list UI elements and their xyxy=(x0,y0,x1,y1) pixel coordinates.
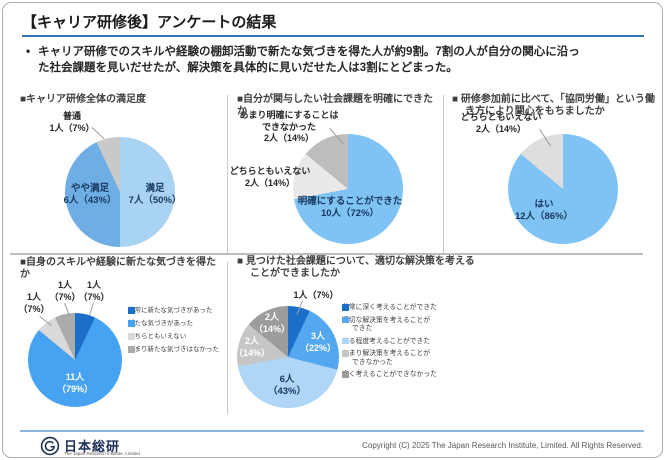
pie-label-dochira: どちらともいえない 2人（14%） xyxy=(460,112,542,134)
swatch-icon xyxy=(128,346,135,353)
pie-social-issue-clarity xyxy=(293,134,403,244)
divider-horizontal xyxy=(10,253,643,255)
pie-satisfaction xyxy=(65,137,175,247)
legend-item: 非常に深く考えることができた xyxy=(342,304,437,311)
legend-item: 非常に新たな気づきがあった xyxy=(128,307,213,314)
bullet-icon: • xyxy=(26,44,31,58)
pie-label-futsuu: 普通 1人（7%） xyxy=(49,111,95,133)
pie-label-tekisetsu: 3人 （22%） xyxy=(299,331,336,353)
key-message: • キャリア研修でのスキルや経験の棚卸活動で新たな気づきを得た人が約9割。7割の… xyxy=(26,44,642,76)
pie-label-amari: 1人 （7%） xyxy=(49,280,81,302)
legend-item: ある程度考えることができた xyxy=(342,337,431,345)
pie-label-meikaku: 明確にすることができた 10人（72%） xyxy=(297,196,403,219)
jri-logo-subtext: The Japan Research Institute, Limited xyxy=(64,451,140,456)
pie-new-insights xyxy=(28,313,122,407)
pie-label-dochira: どちらともいえない 2人（14%） xyxy=(229,166,311,188)
chart-title: ■キャリア研修全体の満足度 xyxy=(20,94,147,105)
pie-label-hai: はい 12人（86%） xyxy=(514,199,574,222)
chart-title: ■自分が関与したい社会課題を明確にできたか xyxy=(237,94,434,117)
pie-label-yaya-manzoku: やや満足 6人（43%） xyxy=(63,183,117,206)
legend: 非常に新たな気づきがあった 新たな気づきがあった どちらともいえない あまり新た… xyxy=(128,307,226,359)
jri-logo-mark-icon xyxy=(40,436,60,456)
swatch-icon xyxy=(342,304,349,311)
pie-label-hijou: 1人（7%） xyxy=(293,290,339,300)
divider-vertical-top-1 xyxy=(227,95,228,253)
pie-label-hijou: 1人 （7%） xyxy=(78,280,110,302)
pie-label-aruteido: 6人 （43%） xyxy=(267,374,306,397)
chart-title: ■ 見つけた社会課題について、適切な解決策を考えることができましたか xyxy=(237,256,475,279)
swatch-icon xyxy=(128,333,135,340)
page-title: 【キャリア研修後】アンケートの結果 xyxy=(22,14,277,31)
chart-title: ■自身のスキルや経験に新たな気づきを得たか xyxy=(20,257,217,280)
pie-kyodo-roudou xyxy=(508,134,618,244)
legend-item: 適切な解決策を考えることが できた xyxy=(342,316,431,332)
swatch-icon xyxy=(342,371,349,378)
legend-item: 全く考えることができなかった xyxy=(342,371,437,378)
title-underline xyxy=(22,35,644,37)
pie-label-manzoku: 満足 7人（50%） xyxy=(128,183,182,206)
pie-solutions xyxy=(237,306,339,408)
swatch-icon xyxy=(128,320,135,327)
legend-item: あまり新たな気づきはなかった xyxy=(128,346,219,353)
footer-divider xyxy=(20,430,644,432)
chart-title: ■ 研修参加前に比べて、「協同労働」という働き方により関心をもちましたか xyxy=(452,94,655,117)
legend-item: あまり解決策を考えることが できなかった xyxy=(342,350,431,366)
legend: 非常に深く考えることができた 適切な解決策を考えることが できた ある程度考えるこ… xyxy=(342,304,472,384)
pie-label-aratana: 11人 （79%） xyxy=(56,372,93,394)
swatch-icon xyxy=(128,307,135,314)
pie-label-mattaku: 2人 （14%） xyxy=(253,312,290,334)
pie-label-dochira: 1人 （7%） xyxy=(18,292,50,314)
jri-logo-text: 日本総研 xyxy=(64,439,121,454)
divider-vertical-top-2 xyxy=(443,95,444,253)
key-message-text: キャリア研修でのスキルや経験の棚卸活動で新たな気づきを得た人が約9割。7割の人が… xyxy=(38,46,580,74)
swatch-icon xyxy=(342,337,349,344)
legend-item: 新たな気づきがあった xyxy=(128,320,193,327)
pie-label-amari-meikaku: あまり明確にすることは できなかった 2人（14%） xyxy=(239,110,339,143)
swatch-icon xyxy=(342,350,349,357)
pie-label-amari: 2人 （14%） xyxy=(233,336,270,358)
divider-vertical-bottom xyxy=(227,262,228,414)
swatch-icon xyxy=(342,316,349,323)
legend-item: どちらともいえない xyxy=(128,333,187,340)
copyright-text: Copyright (C) 2025 The Japan Research In… xyxy=(362,441,643,450)
